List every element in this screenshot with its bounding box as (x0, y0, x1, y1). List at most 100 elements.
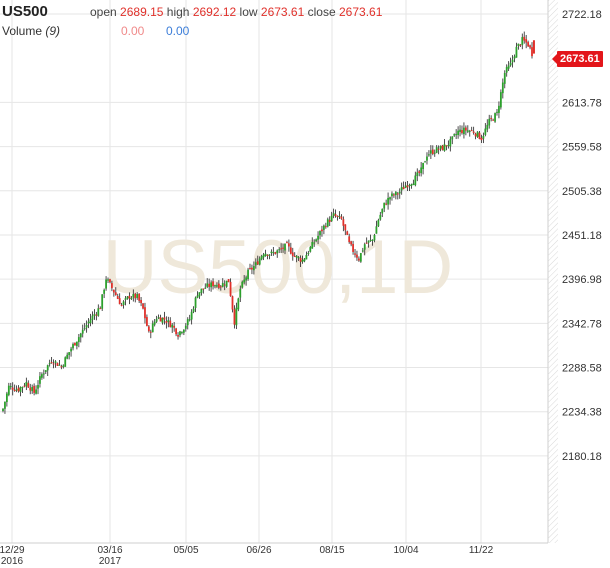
candle (361, 247, 364, 253)
candle-body-up (400, 187, 403, 191)
candle (93, 309, 96, 320)
candle-body-up (379, 214, 382, 220)
candle (416, 168, 419, 182)
candle (531, 42, 533, 59)
candle-body-down (173, 325, 176, 328)
candle-body-up (297, 257, 300, 259)
candle-body-up (361, 250, 364, 252)
candle-body-up (435, 147, 438, 153)
candle (165, 316, 168, 329)
candle (284, 243, 286, 255)
candle-body-up (93, 314, 96, 316)
candle-body-up (383, 202, 386, 209)
candle-body-up (449, 139, 452, 147)
candle-body-down (525, 39, 528, 43)
candle (472, 126, 475, 135)
candle (120, 302, 123, 307)
candle (128, 292, 131, 305)
candle-body-down (346, 231, 349, 235)
candle (424, 160, 426, 163)
candle-body-down (274, 252, 277, 254)
candle-body-up (338, 215, 341, 217)
candle (523, 31, 526, 44)
candle-body-up (196, 295, 199, 298)
high-label: high (166, 5, 190, 19)
candle (328, 216, 331, 226)
candle (260, 254, 263, 261)
candle (299, 255, 302, 267)
candle-body-down (358, 258, 360, 261)
candle-body-down (437, 148, 440, 150)
candle-body-up (420, 167, 423, 174)
candle (354, 249, 356, 258)
candle-body-down (120, 304, 123, 306)
candle (252, 261, 255, 275)
candle-body-up (447, 145, 450, 147)
candle (356, 250, 358, 261)
candle-body-down (441, 145, 444, 151)
candle (476, 131, 479, 138)
y-tick-label: 2505.38 (562, 186, 602, 198)
candle (451, 136, 454, 145)
candle-body-up (398, 191, 401, 194)
candle (235, 302, 238, 330)
candle (461, 125, 463, 135)
candle-body-up (305, 254, 308, 260)
candle (410, 183, 413, 189)
candle (227, 279, 230, 283)
candle-body-up (509, 62, 512, 66)
candle-body-up (468, 130, 471, 132)
candle-body-down (33, 385, 36, 393)
candle (50, 356, 53, 364)
candle (251, 264, 253, 275)
candle-body-up (511, 59, 514, 63)
candle (208, 278, 211, 291)
candle (229, 278, 232, 297)
candle-body-down (52, 363, 55, 365)
y-tick-label: 2288.58 (562, 363, 602, 375)
candle (54, 360, 57, 368)
candle-body-up (501, 82, 504, 94)
candle (389, 196, 391, 205)
candle-body-down (287, 243, 290, 247)
candle (287, 239, 290, 252)
candle-body-up (295, 255, 298, 258)
candle-body-up (9, 386, 12, 388)
candle (184, 323, 187, 332)
candle (513, 54, 516, 63)
candle-body-up (247, 269, 249, 280)
y-tick-label: 2613.78 (562, 97, 602, 109)
candle (323, 224, 325, 235)
candle (437, 145, 440, 155)
candle (212, 278, 214, 290)
candle (521, 33, 524, 50)
candle-body-up (264, 253, 267, 256)
candle (157, 314, 160, 320)
candle (27, 380, 30, 389)
candle (505, 64, 508, 77)
candle-body-up (221, 282, 224, 287)
candle-body-up (19, 387, 22, 392)
candle-body-up (39, 376, 41, 384)
candle-body-up (40, 374, 43, 378)
candle-body-up (270, 251, 273, 254)
candle-body-up (70, 348, 72, 352)
candle-body-down (529, 45, 531, 48)
y-tick-label: 2559.58 (562, 142, 602, 154)
candle (449, 136, 452, 152)
grid-lines (0, 0, 548, 543)
candle (147, 325, 150, 333)
candle-body-down (293, 256, 296, 258)
candle-body-up (35, 389, 37, 394)
candle (214, 284, 216, 289)
candle-body-up (424, 161, 426, 163)
candle (124, 296, 127, 306)
symbol-title[interactable]: US500 (2, 3, 48, 20)
candle (482, 132, 485, 144)
candle-body-up (315, 239, 318, 242)
candle-body-up (200, 288, 203, 293)
candle-body-up (64, 357, 67, 367)
candle (136, 292, 139, 300)
candle-body-down (17, 387, 20, 392)
